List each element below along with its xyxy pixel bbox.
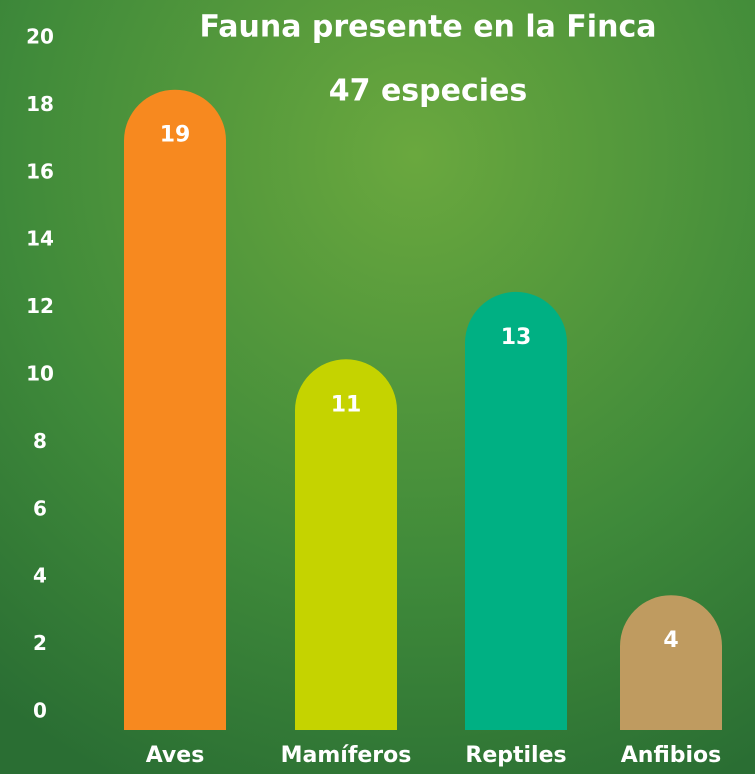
y-tick-label: 8 [33, 429, 47, 453]
y-tick-label: 4 [33, 564, 47, 588]
y-tick-label: 6 [33, 496, 47, 520]
value-label: 13 [501, 325, 532, 350]
y-tick-label: 18 [26, 92, 54, 116]
y-tick-label: 14 [26, 227, 54, 251]
value-label: 19 [160, 123, 191, 148]
x-tick-label: Reptiles [465, 743, 566, 768]
value-label: 4 [663, 628, 678, 653]
y-tick-label: 0 [33, 699, 47, 723]
bar [620, 595, 722, 730]
y-tick-label: 20 [26, 25, 54, 49]
y-tick-label: 10 [26, 362, 54, 386]
x-tick-label: Mamíferos [281, 743, 412, 768]
bar [295, 359, 397, 730]
y-tick-label: 12 [26, 294, 54, 318]
bar [465, 291, 567, 730]
y-tick-label: 16 [26, 159, 54, 183]
value-label: 11 [331, 392, 362, 417]
chart-subtitle: 47 especies [329, 74, 528, 109]
x-tick-label: Aves [146, 743, 205, 768]
bar [124, 89, 226, 730]
x-tick-label: Anfibios [621, 743, 722, 768]
y-tick-label: 2 [33, 631, 47, 655]
chart-title: Fauna presente en la Finca [200, 10, 657, 45]
